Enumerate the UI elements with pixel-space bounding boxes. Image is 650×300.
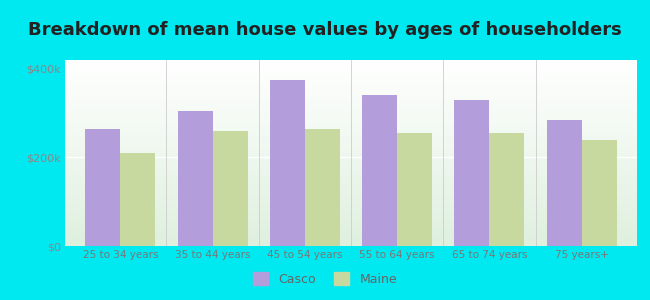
- Bar: [454, 100, 489, 246]
- Bar: [270, 80, 305, 246]
- Bar: [85, 129, 120, 246]
- Bar: [120, 153, 155, 246]
- Bar: [213, 131, 248, 246]
- Bar: [397, 133, 432, 246]
- Bar: [547, 120, 582, 246]
- Bar: [362, 95, 397, 246]
- Bar: [177, 111, 213, 246]
- Text: Breakdown of mean house values by ages of householders: Breakdown of mean house values by ages o…: [28, 21, 622, 39]
- Bar: [582, 140, 617, 246]
- Bar: [489, 133, 525, 246]
- Legend: Casco, Maine: Casco, Maine: [248, 267, 402, 291]
- Bar: [305, 129, 340, 246]
